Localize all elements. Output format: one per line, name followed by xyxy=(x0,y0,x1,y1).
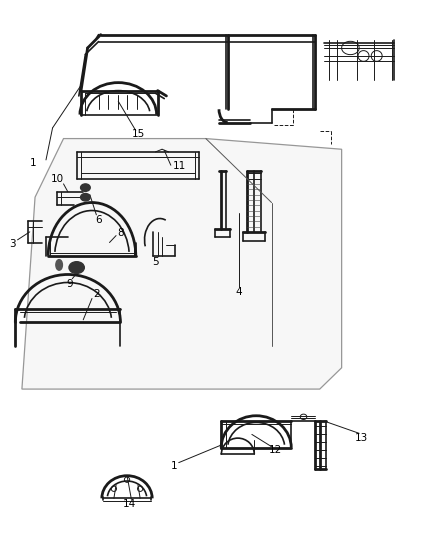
Text: 4: 4 xyxy=(235,287,242,296)
Text: 14: 14 xyxy=(123,499,136,508)
Ellipse shape xyxy=(56,260,62,270)
Ellipse shape xyxy=(69,262,84,273)
Text: 15: 15 xyxy=(131,130,145,139)
Text: 1: 1 xyxy=(171,462,178,471)
Text: 12: 12 xyxy=(268,446,282,455)
Text: 10: 10 xyxy=(50,174,64,184)
Text: 9: 9 xyxy=(66,279,73,288)
Text: 13: 13 xyxy=(355,433,368,443)
Text: 2: 2 xyxy=(93,289,100,299)
Ellipse shape xyxy=(81,184,90,191)
Text: 5: 5 xyxy=(152,257,159,267)
Polygon shape xyxy=(22,139,342,389)
Ellipse shape xyxy=(81,193,90,201)
Text: 11: 11 xyxy=(173,161,186,171)
Text: 6: 6 xyxy=(95,215,102,224)
Text: 8: 8 xyxy=(117,228,124,238)
Text: 3: 3 xyxy=(9,239,16,249)
Text: 1: 1 xyxy=(29,158,36,167)
